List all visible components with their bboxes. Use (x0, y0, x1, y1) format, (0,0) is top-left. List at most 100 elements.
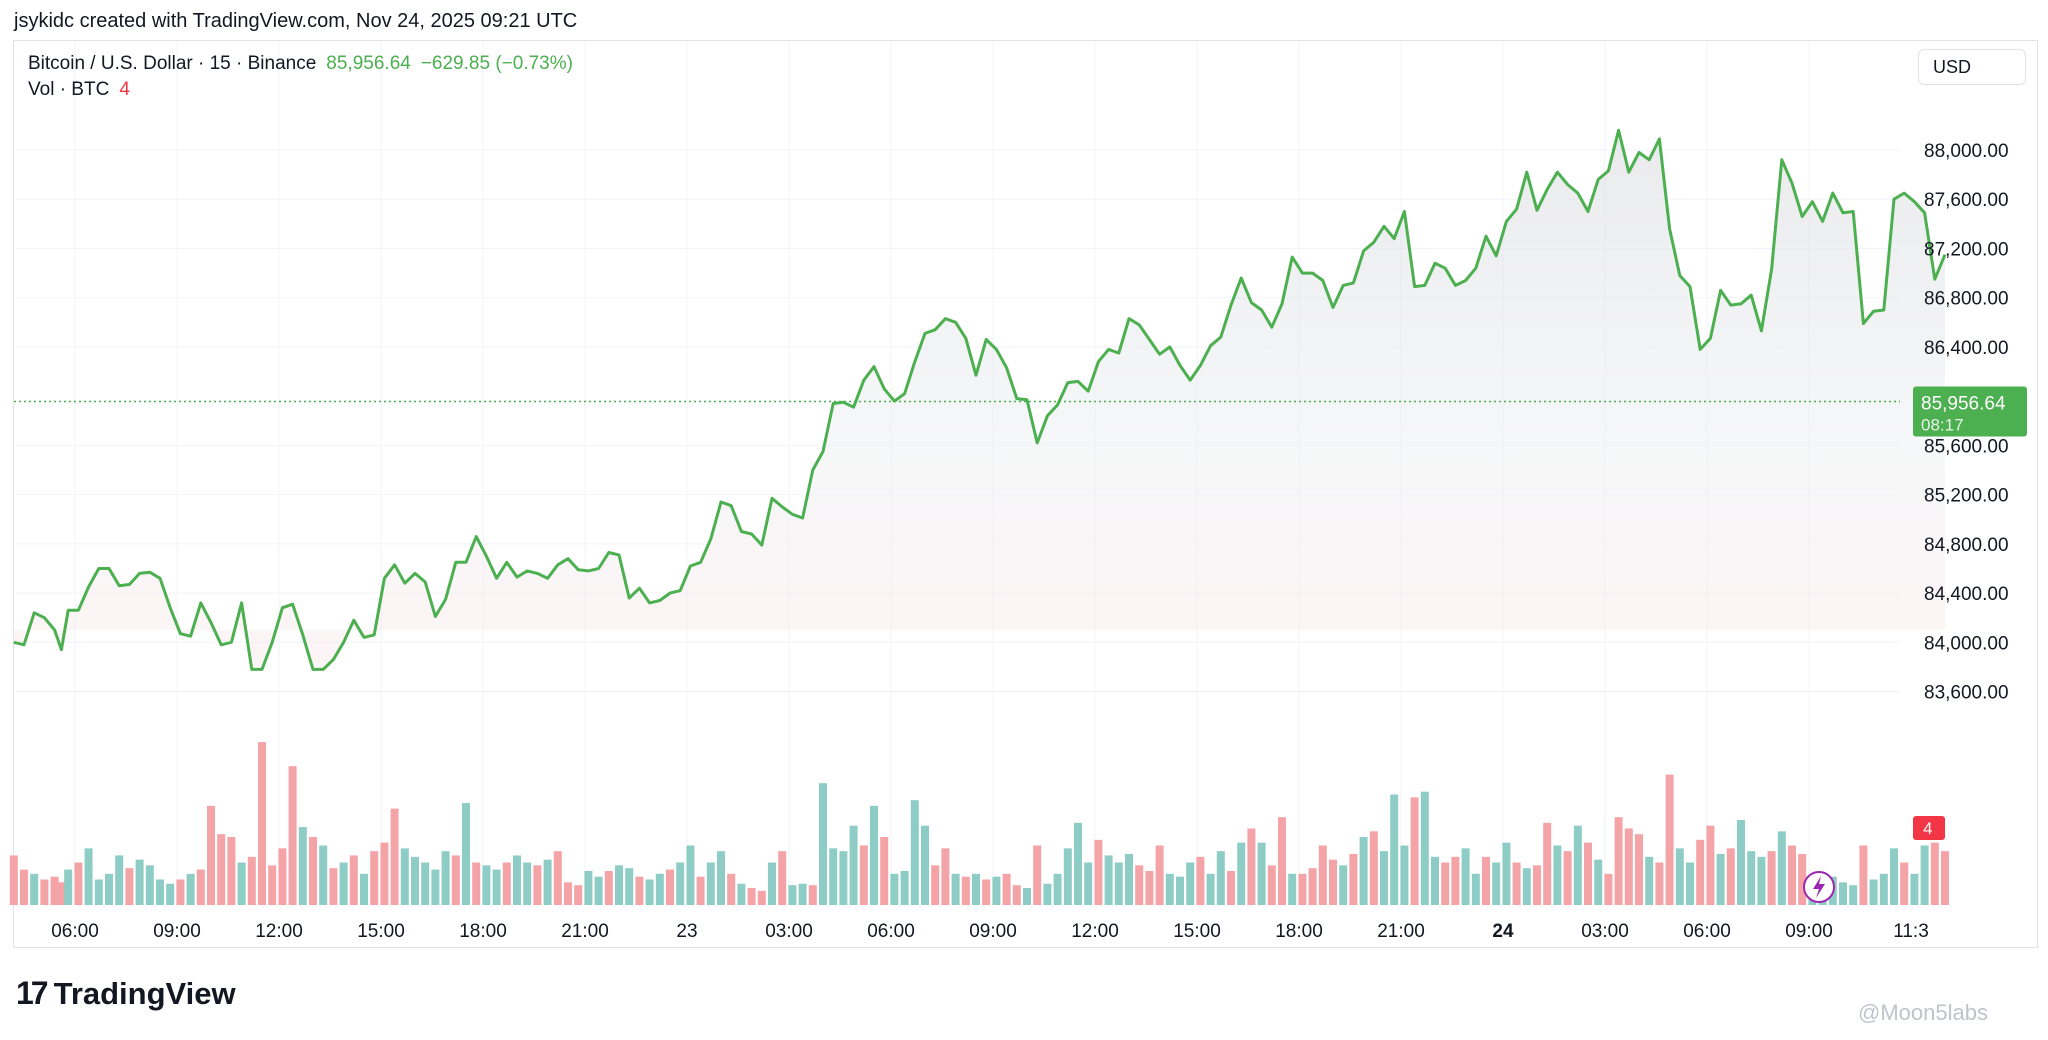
volume-bar (625, 868, 634, 905)
time-tick-label: 24 (1492, 921, 1514, 942)
volume-bar (1788, 845, 1796, 905)
volume-bar (1941, 851, 1949, 905)
volume-bar (237, 862, 246, 905)
volume-bar (1512, 862, 1521, 905)
tradingview-logo[interactable]: 17 TradingView (16, 975, 236, 1012)
volume-bar (492, 869, 501, 905)
volume-bar (360, 873, 368, 905)
price-line-path (13, 128, 1947, 671)
price-axis: 83,600.00 84,000.00 84,400.00 84,800.00 85,2… (1924, 141, 2009, 704)
time-tick-label: 03:00 (765, 921, 813, 942)
volume-bar (1420, 791, 1429, 905)
volume-bar (57, 882, 66, 905)
volume-bar (747, 888, 756, 905)
volume-bar (186, 873, 195, 905)
volume-bar (176, 879, 185, 905)
volume-bar (961, 876, 970, 905)
chart-frame[interactable] (13, 40, 2038, 948)
time-tick-label: 23 (676, 921, 697, 942)
volume-bar (1196, 856, 1205, 905)
volume-bar (309, 837, 317, 905)
volume-bar (74, 862, 83, 905)
volume-bar (1063, 848, 1072, 905)
volume-bar (880, 837, 889, 905)
time-tick-label: 09:00 (969, 921, 1017, 942)
volume-badge-value: 4 (1923, 819, 1932, 838)
volume-bar (1155, 845, 1164, 905)
volume-bar (1135, 865, 1144, 905)
volume-bar (482, 865, 491, 905)
volume-bar (972, 873, 980, 905)
price-tick-label: 88,000.00 (1924, 141, 2009, 162)
volume-bar (1033, 845, 1042, 905)
volume-bar (921, 825, 929, 905)
volume-bar (349, 855, 358, 905)
time-tick-label: 15:00 (357, 921, 405, 942)
volume-bar (1777, 831, 1786, 905)
volume-bar (1767, 851, 1776, 905)
volume-bar (1635, 834, 1643, 905)
price-tick-label: 87,200.00 (1924, 239, 2009, 260)
volume-bar (411, 856, 419, 905)
volume-value: 4 (119, 79, 130, 100)
volume-bar (1390, 794, 1399, 905)
volume-bar (1604, 873, 1613, 905)
volume-bar (1441, 862, 1450, 905)
volume-bar (135, 859, 144, 905)
time-tick-label: 18:00 (459, 921, 507, 942)
volume-bar (30, 873, 39, 905)
time-tick-label: 06:00 (51, 921, 99, 942)
volume-bar (523, 862, 532, 905)
symbol-name[interactable]: Bitcoin / U.S. Dollar · 15 · Binance (28, 53, 317, 74)
volume-bar (1869, 879, 1878, 905)
volume-bar (1543, 822, 1552, 905)
volume-bar (1278, 817, 1286, 905)
volume-bar (1553, 845, 1562, 905)
volume-bar (1257, 842, 1266, 905)
volume-bar (84, 848, 93, 905)
lightning-icon-glyph (1813, 876, 1825, 898)
volume-legend[interactable]: Vol · BTC 4 (28, 79, 130, 101)
volume-bar (1910, 873, 1919, 905)
volume-bar (1859, 845, 1868, 905)
volume-bar (900, 871, 909, 905)
volume-bar (1533, 865, 1541, 905)
volume-bars (9, 742, 1949, 905)
volume-bar (50, 876, 59, 905)
volume-bar (390, 808, 399, 905)
volume-bar (339, 862, 348, 905)
volume-bar (910, 800, 919, 905)
volume-bar (1094, 839, 1103, 905)
volume-bar (1471, 873, 1480, 905)
volume-bar (1023, 888, 1031, 905)
volume-bar (145, 865, 154, 905)
volume-bar (1318, 845, 1327, 905)
currency-button[interactable]: USD (1918, 49, 2026, 85)
time-tick-label: 12:00 (1071, 921, 1119, 942)
volume-bar (1329, 859, 1337, 905)
logo-text: TradingView (53, 975, 236, 1011)
price-area (13, 130, 1945, 670)
volume-bar (156, 879, 164, 905)
volume-bar (125, 868, 134, 905)
volume-bar (1757, 856, 1766, 905)
volume-bar (717, 851, 725, 905)
volume-bar (655, 873, 664, 905)
logo-mark-icon: 17 (16, 975, 49, 1011)
volume-bar (115, 855, 124, 905)
volume-bar (574, 885, 583, 905)
volume-bar (696, 876, 705, 905)
symbol-legend[interactable]: Bitcoin / U.S. Dollar · 15 · Binance 85,… (28, 53, 573, 75)
volume-bar (849, 825, 858, 905)
volume-bar (635, 876, 644, 905)
volume-bar (1584, 842, 1592, 905)
volume-bar (982, 879, 991, 905)
volume-bar (1645, 856, 1654, 905)
last-price: 85,956.64 (326, 53, 411, 74)
volume-bar (258, 742, 266, 905)
volume-bar (819, 783, 827, 905)
time-tick-label: 21:00 (1377, 921, 1425, 942)
price-tick-label: 85,200.00 (1924, 486, 2009, 507)
time-axis: 06:00 09:00 12:00 15:00 18:00 21:00 23 03:00 06:… (51, 921, 1929, 942)
